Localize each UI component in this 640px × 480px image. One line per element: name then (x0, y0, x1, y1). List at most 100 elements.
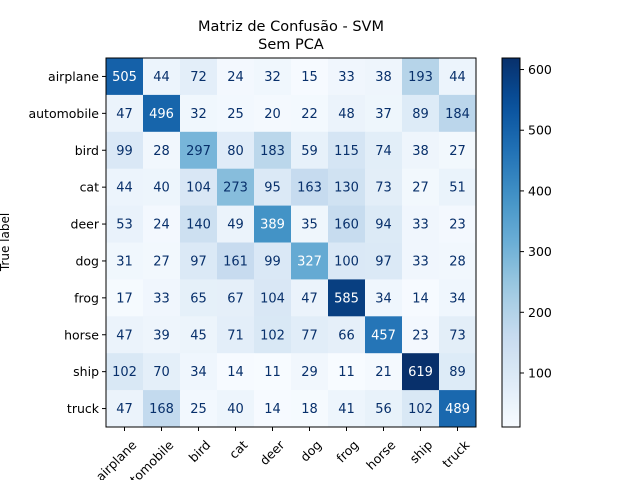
cell-value-label: 45 (190, 328, 207, 343)
heatmap-cell (291, 390, 329, 428)
colorbar-tick-label: 100 (528, 365, 552, 380)
x-tick-label: truck (439, 437, 473, 471)
heatmap-cell (180, 279, 218, 317)
y-tick-label: airplane (48, 69, 99, 84)
cell-value-label: 18 (301, 402, 318, 417)
heatmap-cell (254, 205, 292, 243)
heatmap-cell (180, 316, 218, 354)
cell-value-label: 163 (297, 181, 322, 196)
cell-value-label: 48 (338, 107, 355, 122)
heatmap-cell (143, 353, 181, 391)
cell-value-label: 74 (375, 144, 392, 159)
heatmap-cell (106, 168, 144, 207)
cell-value-label: 104 (260, 291, 285, 306)
y-tick-label: automobile (28, 106, 99, 121)
heatmap-cell (328, 316, 366, 354)
cell-value-label: 97 (190, 254, 207, 269)
cell-value-label: 115 (334, 144, 359, 159)
cell-value-label: 25 (227, 107, 244, 122)
cell-value-label: 32 (264, 70, 281, 85)
heatmap-cell (254, 168, 292, 207)
heatmap-cell (143, 316, 181, 354)
heatmap-cell (328, 205, 366, 243)
heatmap-cell (180, 242, 218, 280)
colorbar-tick-label: 400 (528, 183, 552, 198)
cell-value-label: 273 (223, 181, 248, 196)
cell-value-label: 21 (375, 365, 392, 380)
heatmap-cell (365, 316, 403, 354)
heatmap-cell (217, 353, 255, 391)
heatmap-cell (439, 131, 477, 170)
cell-value-label: 14 (264, 402, 281, 417)
heatmap-cell (365, 353, 403, 391)
heatmap-cell (365, 242, 403, 280)
cell-value-label: 71 (227, 328, 244, 343)
cell-value-label: 14 (412, 291, 429, 306)
cell-value-label: 94 (375, 218, 392, 233)
heatmap-cell (439, 205, 477, 243)
heatmap-cell (439, 353, 477, 391)
heatmap-cell (180, 205, 218, 243)
heatmap-cell (180, 353, 218, 391)
cell-value-label: 47 (301, 291, 318, 306)
y-tick-label: horse (64, 327, 99, 342)
x-tick-label: frog (333, 437, 361, 465)
chart-title: Matriz de Confusão - SVM (198, 19, 384, 35)
cell-value-label: 53 (116, 218, 133, 233)
cell-value-label: 505 (112, 70, 137, 85)
cell-value-label: 327 (297, 254, 322, 269)
heatmap-cell (291, 353, 329, 391)
cell-value-label: 11 (264, 365, 281, 380)
cell-value-label: 95 (264, 181, 281, 196)
cell-value-label: 80 (227, 144, 244, 159)
heatmap-cell (106, 279, 144, 317)
y-tick-label: bird (75, 143, 99, 158)
cell-value-label: 11 (338, 365, 355, 380)
heatmap-cell (365, 131, 403, 170)
heatmap-cell (143, 279, 181, 317)
heatmap-cell (180, 94, 218, 133)
heatmap-cell (217, 242, 255, 280)
y-tick-label: cat (80, 180, 100, 195)
cell-value-label: 77 (301, 328, 318, 343)
cell-value-label: 34 (190, 365, 207, 380)
heatmap-cells (106, 58, 477, 428)
heatmap-cell (143, 94, 181, 133)
cell-value-label: 40 (153, 181, 170, 196)
heatmap-cell (254, 131, 292, 170)
y-tick-label: dog (75, 253, 99, 268)
cell-value-label: 66 (338, 328, 355, 343)
heatmap-cell (328, 168, 366, 207)
heatmap-cell (143, 58, 181, 96)
cell-value-label: 70 (153, 365, 170, 380)
heatmap-cell (254, 390, 292, 428)
cell-value-label: 25 (190, 402, 207, 417)
cell-value-label: 24 (227, 70, 244, 85)
cell-value-label: 24 (153, 218, 170, 233)
cell-value-label: 47 (116, 107, 133, 122)
heatmap-cell (143, 131, 181, 170)
cell-value-label: 38 (412, 144, 429, 159)
cell-value-label: 41 (338, 402, 355, 417)
cell-value-label: 51 (449, 181, 466, 196)
heatmap-cell (365, 390, 403, 428)
heatmap-cell (365, 205, 403, 243)
cell-value-label: 34 (449, 291, 466, 306)
heatmap-cell (439, 390, 477, 428)
heatmap-cell (217, 316, 255, 354)
heatmap-cell (328, 353, 366, 391)
cell-value-label: 73 (449, 328, 466, 343)
cell-value-label: 104 (186, 181, 211, 196)
heatmap-cell (217, 205, 255, 243)
heatmap-cell (402, 279, 440, 317)
heatmap-cell (402, 316, 440, 354)
x-tick-label: bird (186, 437, 214, 465)
heatmap-cell (143, 390, 181, 428)
heatmap-cell (365, 168, 403, 207)
heatmap-cell (291, 58, 329, 96)
y-tick-label: ship (73, 364, 99, 379)
y-axis-ticks: airplane automobile bird cat deer dog frog hors… (28, 69, 106, 416)
cell-value-label: 99 (116, 144, 133, 159)
heatmap-cell (180, 131, 218, 170)
